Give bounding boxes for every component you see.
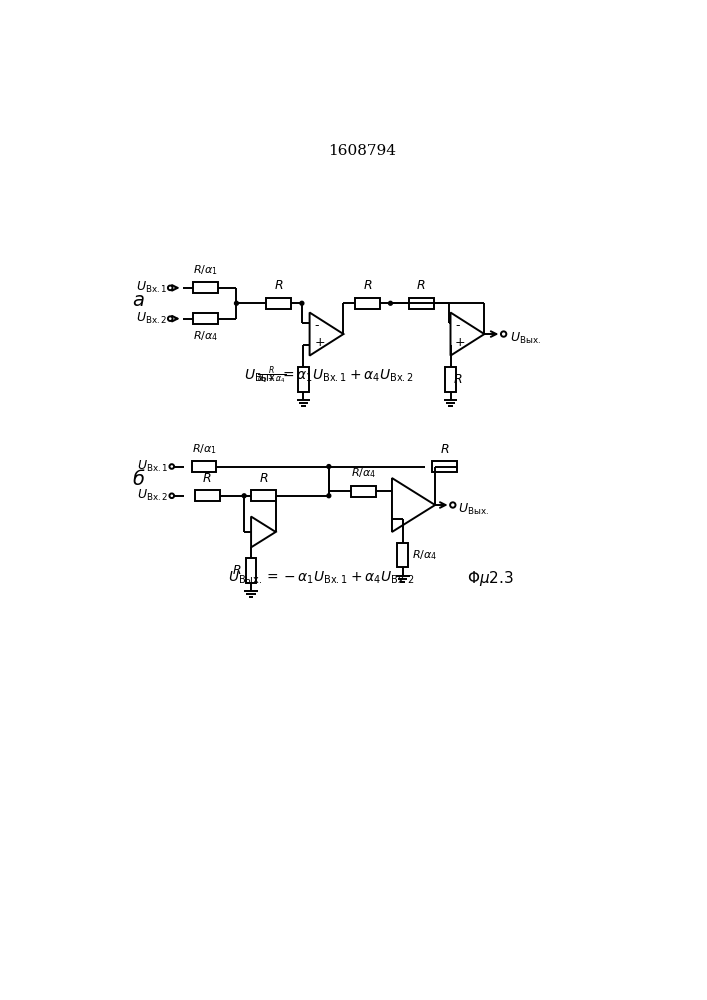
Bar (192, 461, 216, 472)
Text: $R$: $R$ (202, 472, 212, 485)
Text: $R$: $R$ (452, 373, 462, 386)
Text: $U_{\rm B\text{ы}x.} = -\alpha_1 U_{\rm Bx.1} + \alpha_4 U_{\rm Bx.2}$: $U_{\rm B\text{ы}x.} = -\alpha_1 U_{\rm … (228, 570, 415, 586)
Text: $R/\alpha_1$: $R/\alpha_1$ (193, 263, 218, 277)
Bar (298, 367, 309, 392)
Text: $R$: $R$ (274, 279, 284, 292)
Bar (409, 298, 433, 309)
Circle shape (243, 494, 246, 498)
Circle shape (389, 301, 392, 305)
Text: $R$: $R$ (259, 472, 268, 485)
Text: +: + (455, 336, 466, 349)
Bar (193, 282, 218, 293)
Text: $R$: $R$ (363, 279, 372, 292)
Circle shape (327, 465, 331, 468)
Text: +: + (314, 336, 325, 349)
Text: $U_{\rm B\text{ы}x.}$: $U_{\rm B\text{ы}x.}$ (458, 502, 489, 517)
Circle shape (300, 301, 304, 305)
Text: a: a (132, 291, 144, 310)
Text: 1608794: 1608794 (328, 144, 396, 158)
Circle shape (327, 494, 331, 498)
Text: -: - (314, 319, 319, 332)
Text: $\Phi\mu\text{2.}3$: $\Phi\mu\text{2.}3$ (467, 569, 514, 588)
Text: $R$: $R$ (233, 564, 242, 577)
Circle shape (235, 301, 238, 305)
Bar (193, 313, 218, 324)
Text: -: - (455, 319, 460, 332)
Text: $R$: $R$ (440, 443, 449, 456)
Bar (397, 543, 408, 567)
Text: $U_{\rm B\text{ы}x.}$: $U_{\rm B\text{ы}x.}$ (510, 331, 541, 346)
Text: $U_{\rm Bx.2}$: $U_{\rm Bx.2}$ (137, 488, 169, 503)
Text: $U_{\rm Bx.1}$: $U_{\rm Bx.1}$ (137, 459, 169, 474)
Bar (195, 490, 219, 501)
Text: $U_{\rm B\text{ы}x.} = \alpha_1 U_{\rm Bx.1} + \alpha_4 U_{\rm Bx.2}$: $U_{\rm B\text{ы}x.} = \alpha_1 U_{\rm B… (244, 367, 414, 384)
Text: $\frac{R}{\alpha_1+\alpha_4}$: $\frac{R}{\alpha_1+\alpha_4}$ (257, 365, 286, 387)
Text: $U_{\rm Bx.2}$: $U_{\rm Bx.2}$ (136, 311, 167, 326)
Bar (432, 461, 457, 472)
Text: $R/\alpha_4$: $R/\alpha_4$ (351, 467, 376, 480)
Text: $R/\alpha_4$: $R/\alpha_4$ (193, 329, 218, 343)
Text: $R/\alpha_4$: $R/\alpha_4$ (412, 548, 438, 562)
Text: б: б (132, 470, 144, 489)
Text: $R$: $R$ (416, 279, 426, 292)
Text: $R/\alpha_1$: $R/\alpha_1$ (192, 442, 216, 456)
Bar (445, 367, 456, 392)
Bar (351, 486, 376, 497)
Text: $U_{\rm Bx.1}$: $U_{\rm Bx.1}$ (136, 280, 167, 295)
Bar (251, 490, 276, 501)
Bar (355, 298, 380, 309)
Bar (246, 558, 257, 583)
Bar (267, 298, 291, 309)
